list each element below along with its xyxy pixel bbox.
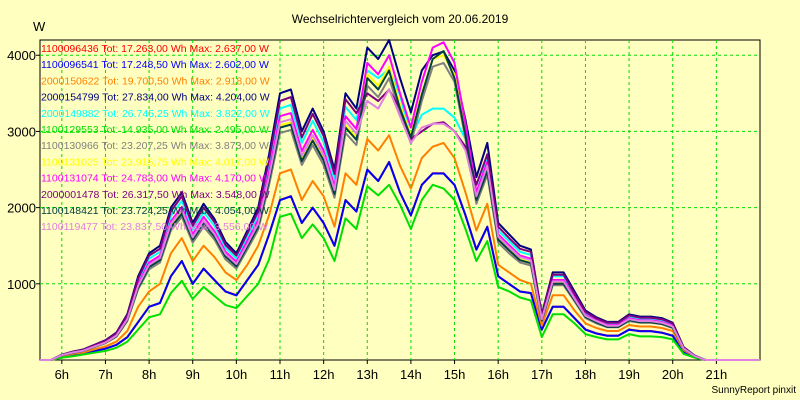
series-line-12: [40, 88, 760, 361]
legend-entry: 1100148421 Tot: 23.724,25 Wh Max: 4.054,…: [41, 205, 269, 217]
x-tick-label: 13h: [356, 367, 378, 382]
x-tick-label: 12h: [313, 367, 335, 382]
legend-entry: 1100131025 Tot: 23.915,75 Wh Max: 4.017,…: [41, 156, 269, 168]
x-tick-label: 15h: [444, 367, 466, 382]
footer-text: SunnyReport pinxit: [712, 385, 797, 396]
y-tick-label: 1000: [7, 277, 36, 292]
legend-entry: 2000001478 Tot: 26.317,50 Wh Max: 3.548,…: [41, 189, 270, 201]
y-axis-ticks: 1000 2000 3000 4000: [7, 48, 40, 292]
legend: 1100096436 Tot: 17.263,00 Wh Max: 2.637,…: [41, 43, 270, 233]
y-axis-unit: W: [33, 19, 46, 34]
y-tick-label: 2000: [7, 201, 36, 216]
legend-entry: 2000150622 Tot: 19.700,50 Wh Max: 2.918,…: [41, 75, 270, 87]
x-tick-label: 16h: [487, 367, 509, 382]
x-tick-label: 10h: [226, 367, 248, 382]
legend-entry: 1100131074 Tot: 24.783,00 Wh Max: 4.170,…: [41, 173, 269, 185]
x-tick-label: 14h: [400, 367, 422, 382]
legend-entry: 1100096436 Tot: 17.263,00 Wh Max: 2.637,…: [41, 43, 269, 55]
x-tick-label: 17h: [531, 367, 553, 382]
legend-entry: 1100096541 Tot: 17.248,50 Wh Max: 2.602,…: [41, 59, 269, 71]
series-line-3: [40, 134, 760, 361]
x-tick-label: 9h: [185, 367, 199, 382]
x-tick-label: 8h: [142, 367, 156, 382]
series-lines: [40, 39, 760, 361]
x-tick-label: 20h: [662, 367, 684, 382]
series-line-11: [40, 50, 760, 361]
x-tick-label: 18h: [575, 367, 597, 382]
chart-title: Wechselrichtervergleich vom 20.06.2019: [292, 12, 509, 26]
y-tick-label: 4000: [7, 48, 36, 63]
legend-entry: 1100130966 Tot: 23.207,25 Wh Max: 3.873,…: [41, 140, 269, 152]
x-tick-label: 21h: [706, 367, 728, 382]
legend-entry: 1100129553 Tot: 14.935,00 Wh Max: 2.495,…: [41, 124, 269, 136]
y-tick-label: 3000: [7, 124, 36, 139]
series-line-2: [40, 161, 760, 361]
legend-entry: 2000154799 Tot: 27.834,00 Wh Max: 4.204,…: [41, 92, 270, 104]
x-tick-label: 7h: [98, 367, 112, 382]
x-axis-ticks: 6h 7h 8h 9h 10h 11h 12h 13h 14h 15h 16h 17h 18h 19h 20…: [55, 360, 728, 382]
x-tick-label: 6h: [55, 367, 69, 382]
legend-entry: 1100119477 Tot: 23.837,50 Wh Max: 3.556,…: [41, 221, 268, 233]
x-tick-label: 19h: [618, 367, 640, 382]
x-tick-label: 11h: [270, 367, 291, 382]
series-line-6: [40, 183, 760, 361]
legend-entry: 2000149882 Tot: 26.745,25 Wh Max: 3.822,…: [41, 108, 270, 120]
